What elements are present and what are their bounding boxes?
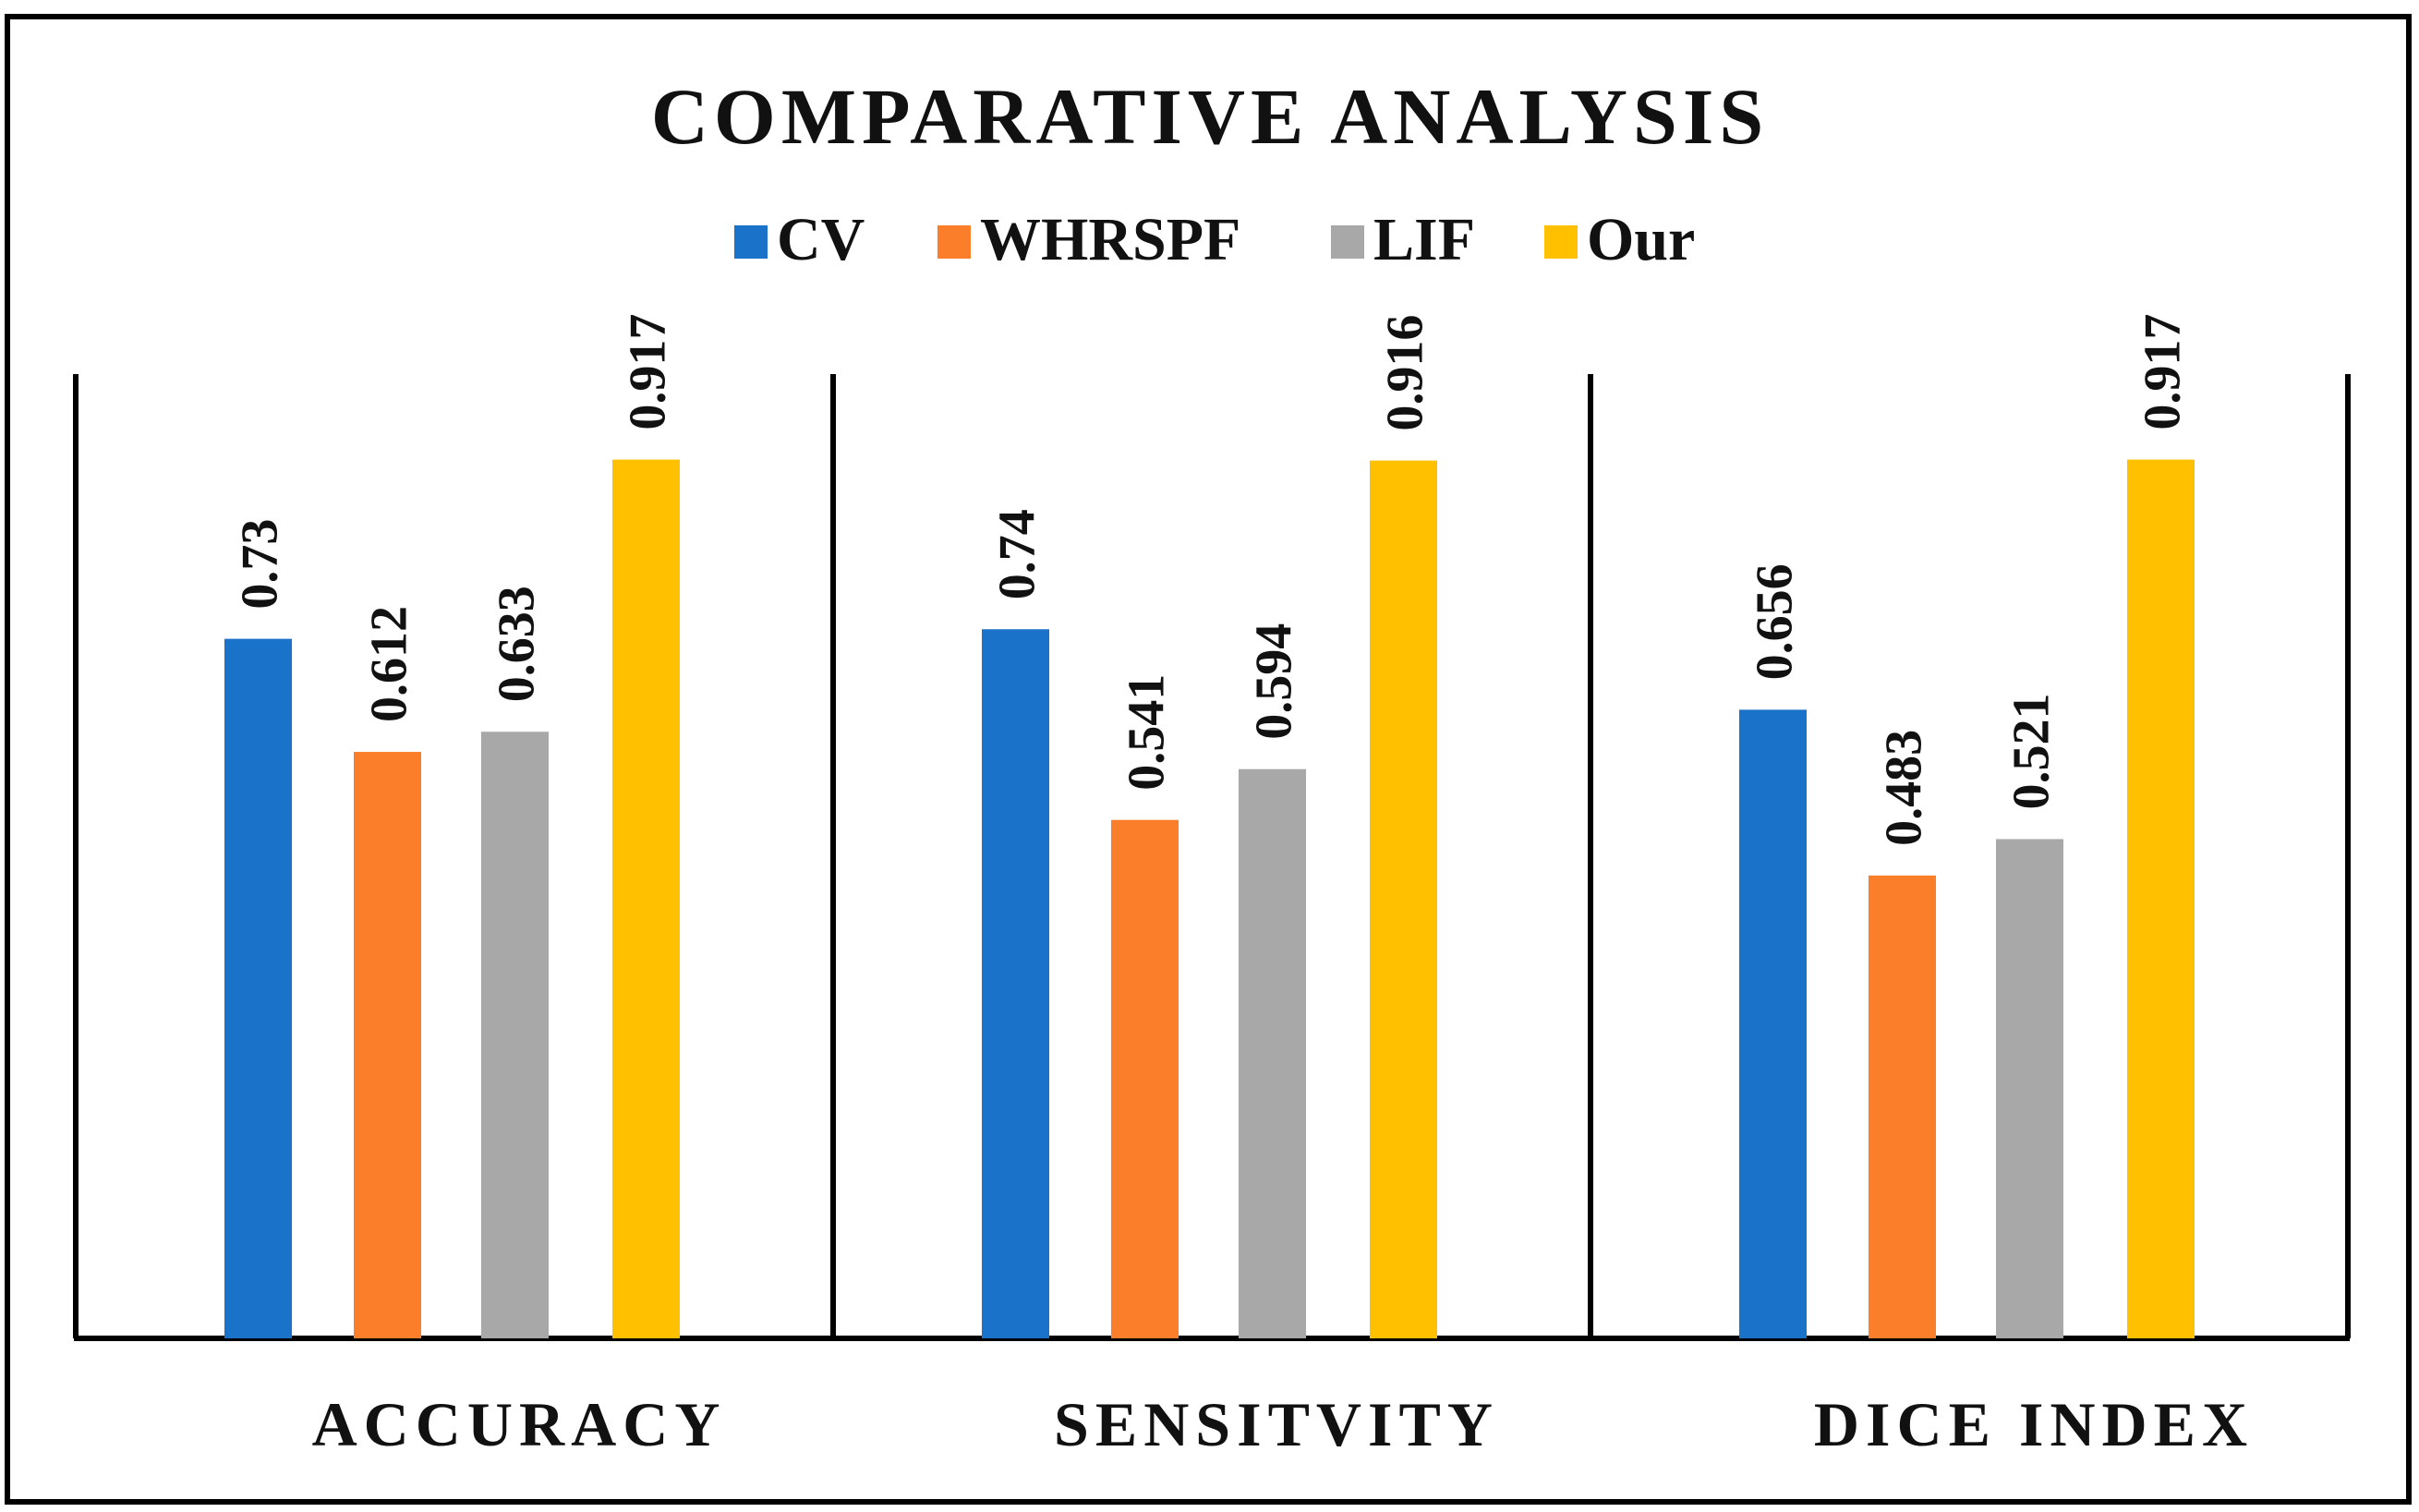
legend: CV WHRSPF LIF Our bbox=[734, 206, 1695, 273]
data-label-accuracy-whrspf: 0.612 bbox=[361, 606, 418, 722]
bar-accuracy-our bbox=[612, 459, 680, 1338]
bar-sensitvity-cv bbox=[982, 629, 1049, 1338]
bar-sensitvity-whrspf bbox=[1111, 819, 1179, 1338]
data-label-sensitvity-our: 0.916 bbox=[1377, 315, 1434, 431]
data-labels: 0.73 0.612 0.633 0.917 0.74 0.541 0.594 0.916 0.… bbox=[232, 314, 2192, 846]
data-label-accuracy-our: 0.917 bbox=[620, 314, 677, 430]
data-label-dice-index-whrspf: 0.483 bbox=[1876, 730, 1933, 846]
bar-dice-index-whrspf bbox=[1869, 875, 1936, 1338]
legend-label-whrspf: WHRSPF bbox=[980, 206, 1240, 273]
category-label-sensitvity: SENSITVITY bbox=[1054, 1389, 1499, 1459]
category-label-dice-index: DICE INDEX bbox=[1814, 1389, 2254, 1459]
legend-swatch-cv bbox=[734, 225, 768, 259]
legend-swatch-lif bbox=[1331, 225, 1364, 259]
plot-panels bbox=[73, 374, 2351, 1341]
data-label-sensitvity-lif: 0.594 bbox=[1246, 623, 1303, 740]
chart-title: COMPARATIVE ANALYSIS bbox=[651, 72, 1769, 161]
legend-item-whrspf: WHRSPF bbox=[937, 206, 1240, 273]
legend-item-cv: CV bbox=[734, 206, 865, 273]
bar-sensitvity-our bbox=[1370, 460, 1437, 1338]
bar-dice-index-cv bbox=[1739, 709, 1807, 1338]
data-label-dice-index-our: 0.917 bbox=[2135, 314, 2192, 430]
data-label-accuracy-lif: 0.633 bbox=[489, 586, 546, 702]
legend-swatch-our bbox=[1544, 225, 1578, 259]
bar-series bbox=[224, 459, 2195, 1338]
bar-dice-index-lif bbox=[1996, 839, 2063, 1338]
data-label-sensitvity-cv: 0.74 bbox=[989, 509, 1046, 599]
data-label-dice-index-cv: 0.656 bbox=[1747, 563, 1804, 680]
bar-accuracy-cv bbox=[224, 638, 292, 1338]
legend-label-lif: LIF bbox=[1373, 206, 1475, 273]
legend-label-our: Our bbox=[1587, 206, 1695, 273]
legend-swatch-whrspf bbox=[937, 225, 971, 259]
data-label-dice-index-lif: 0.521 bbox=[2003, 693, 2061, 809]
category-label-accuracy: ACCURACY bbox=[312, 1389, 727, 1459]
legend-label-cv: CV bbox=[777, 206, 865, 273]
bar-accuracy-lif bbox=[481, 732, 549, 1338]
bar-sensitvity-lif bbox=[1239, 768, 1306, 1338]
bar-accuracy-whrspf bbox=[354, 752, 421, 1338]
bar-dice-index-our bbox=[2127, 459, 2195, 1338]
data-label-accuracy-cv: 0.73 bbox=[232, 519, 289, 610]
data-label-sensitvity-whrspf: 0.541 bbox=[1119, 674, 1176, 791]
category-labels: ACCURACY SENSITVITY DICE INDEX bbox=[312, 1389, 2254, 1459]
legend-item-our: Our bbox=[1544, 206, 1695, 273]
legend-item-lif: LIF bbox=[1331, 206, 1475, 273]
